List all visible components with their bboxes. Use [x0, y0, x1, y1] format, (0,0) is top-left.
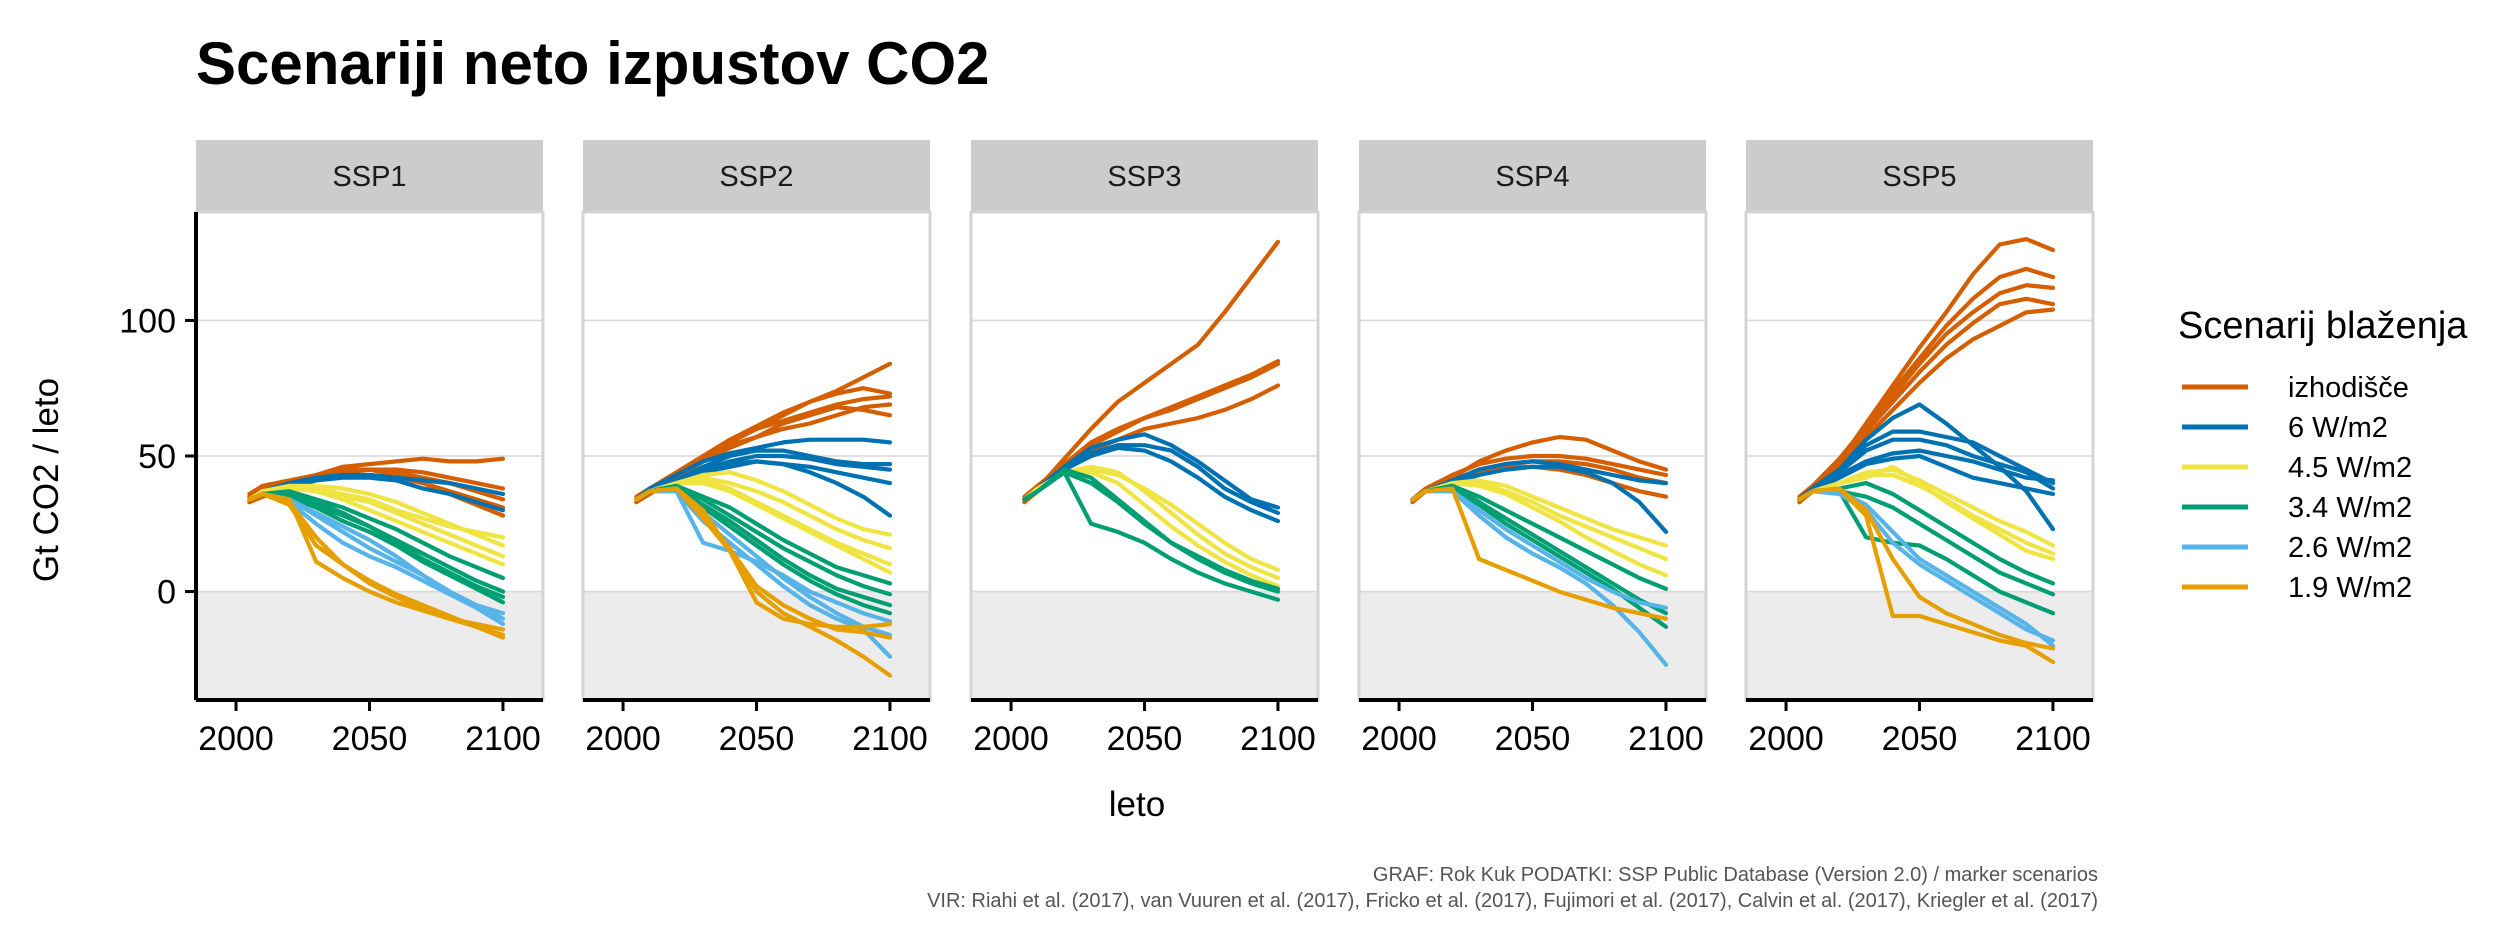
facet-strip — [196, 140, 543, 212]
panel-ssp2: SSP2 2000 2050 2100 — [581, 140, 932, 758]
legend: Scenarij blaženja izhodišče 6 W/m2 4.5 W/m… — [2178, 305, 2468, 604]
facet-strip — [1359, 140, 1706, 212]
x-tick-label: 2050 — [1107, 720, 1183, 758]
legend-item: 6 W/m2 — [2182, 412, 2388, 444]
series-line — [247, 486, 506, 567]
legend-item: izhodišče — [2182, 372, 2409, 404]
legend-item: 4.5 W/m2 — [2182, 452, 2412, 484]
series-line — [1797, 489, 2056, 643]
legend-label: 6 W/m2 — [2288, 412, 2388, 444]
series-line — [247, 491, 506, 600]
facet-strip-label: SSP5 — [1882, 161, 1956, 193]
series-line — [1410, 486, 1669, 621]
x-tick-label: 2000 — [1748, 720, 1824, 758]
caption-line-1: GRAF: Rok Kuk PODATKI: SSP Public Databa… — [1373, 864, 2098, 886]
facet-strip — [583, 140, 930, 212]
y-axis-title: Gt CO2 / leto — [27, 378, 66, 582]
facet-strip-label: SSP1 — [332, 161, 406, 193]
x-tick-label: 2050 — [1495, 720, 1571, 758]
x-tick-label: 2000 — [198, 720, 274, 758]
x-tick-label: 2000 — [585, 720, 661, 758]
x-tick-label: 2100 — [852, 720, 928, 758]
series-line — [634, 486, 893, 629]
panel-ssp1: SSP1 2000 2050 2100 0 50 100 — [119, 140, 545, 758]
legend-title: Scenarij blaženja — [2178, 305, 2468, 347]
y-tick-label: 100 — [119, 302, 176, 340]
facet-strip-label: SSP3 — [1107, 161, 1181, 193]
x-tick-label: 2100 — [465, 720, 541, 758]
legend-item: 3.4 W/m2 — [2182, 492, 2412, 524]
series-line — [1797, 453, 2056, 502]
y-tick-label: 0 — [157, 574, 176, 612]
x-tick-label: 2100 — [1628, 720, 1704, 758]
panel-ssp5: SSP5 2000 2050 2100 — [1744, 140, 2095, 758]
series-line — [1797, 296, 2056, 505]
y-tick-label: 50 — [138, 438, 176, 476]
x-tick-label: 2050 — [332, 720, 408, 758]
legend-item: 2.6 W/m2 — [2182, 532, 2412, 564]
panel-ssp3: SSP3 2000 2050 2100 — [969, 140, 1320, 758]
negative-region — [971, 591, 1318, 700]
series-line — [634, 437, 893, 502]
legend-label: 4.5 W/m2 — [2288, 452, 2412, 484]
caption-line-2: VIR: Riahi et al. (2017), van Vuuren et … — [927, 890, 2098, 912]
legend-label: 1.9 W/m2 — [2288, 572, 2412, 604]
legend-label: izhodišče — [2288, 372, 2409, 404]
facet-strip — [971, 140, 1318, 212]
series-line — [1797, 486, 2056, 665]
x-tick-label: 2050 — [719, 720, 795, 758]
series-line — [1797, 266, 2056, 499]
x-tick-label: 2000 — [973, 720, 1049, 758]
x-tick-label: 2050 — [1882, 720, 1958, 758]
series-line — [1797, 437, 2056, 502]
series-line — [1022, 470, 1281, 602]
legend-item: 1.9 W/m2 — [2182, 572, 2412, 604]
series-line — [1410, 453, 1669, 502]
x-axis-title: leto — [1109, 785, 1165, 824]
facet-strip — [1746, 140, 2093, 212]
x-tick-label: 2100 — [2015, 720, 2091, 758]
chart-title: Scenariji neto izpustov CO2 — [196, 30, 990, 97]
series-line — [247, 491, 506, 632]
panel-ssp4: SSP4 2000 2050 2100 — [1357, 140, 1708, 758]
legend-label: 3.4 W/m2 — [2288, 492, 2412, 524]
facet-strip-label: SSP2 — [719, 161, 793, 193]
facet-strip-label: SSP4 — [1495, 161, 1569, 193]
series-line — [1797, 464, 2056, 562]
legend-label: 2.6 W/m2 — [2288, 532, 2412, 564]
x-tick-label: 2100 — [1240, 720, 1316, 758]
x-tick-label: 2000 — [1361, 720, 1437, 758]
